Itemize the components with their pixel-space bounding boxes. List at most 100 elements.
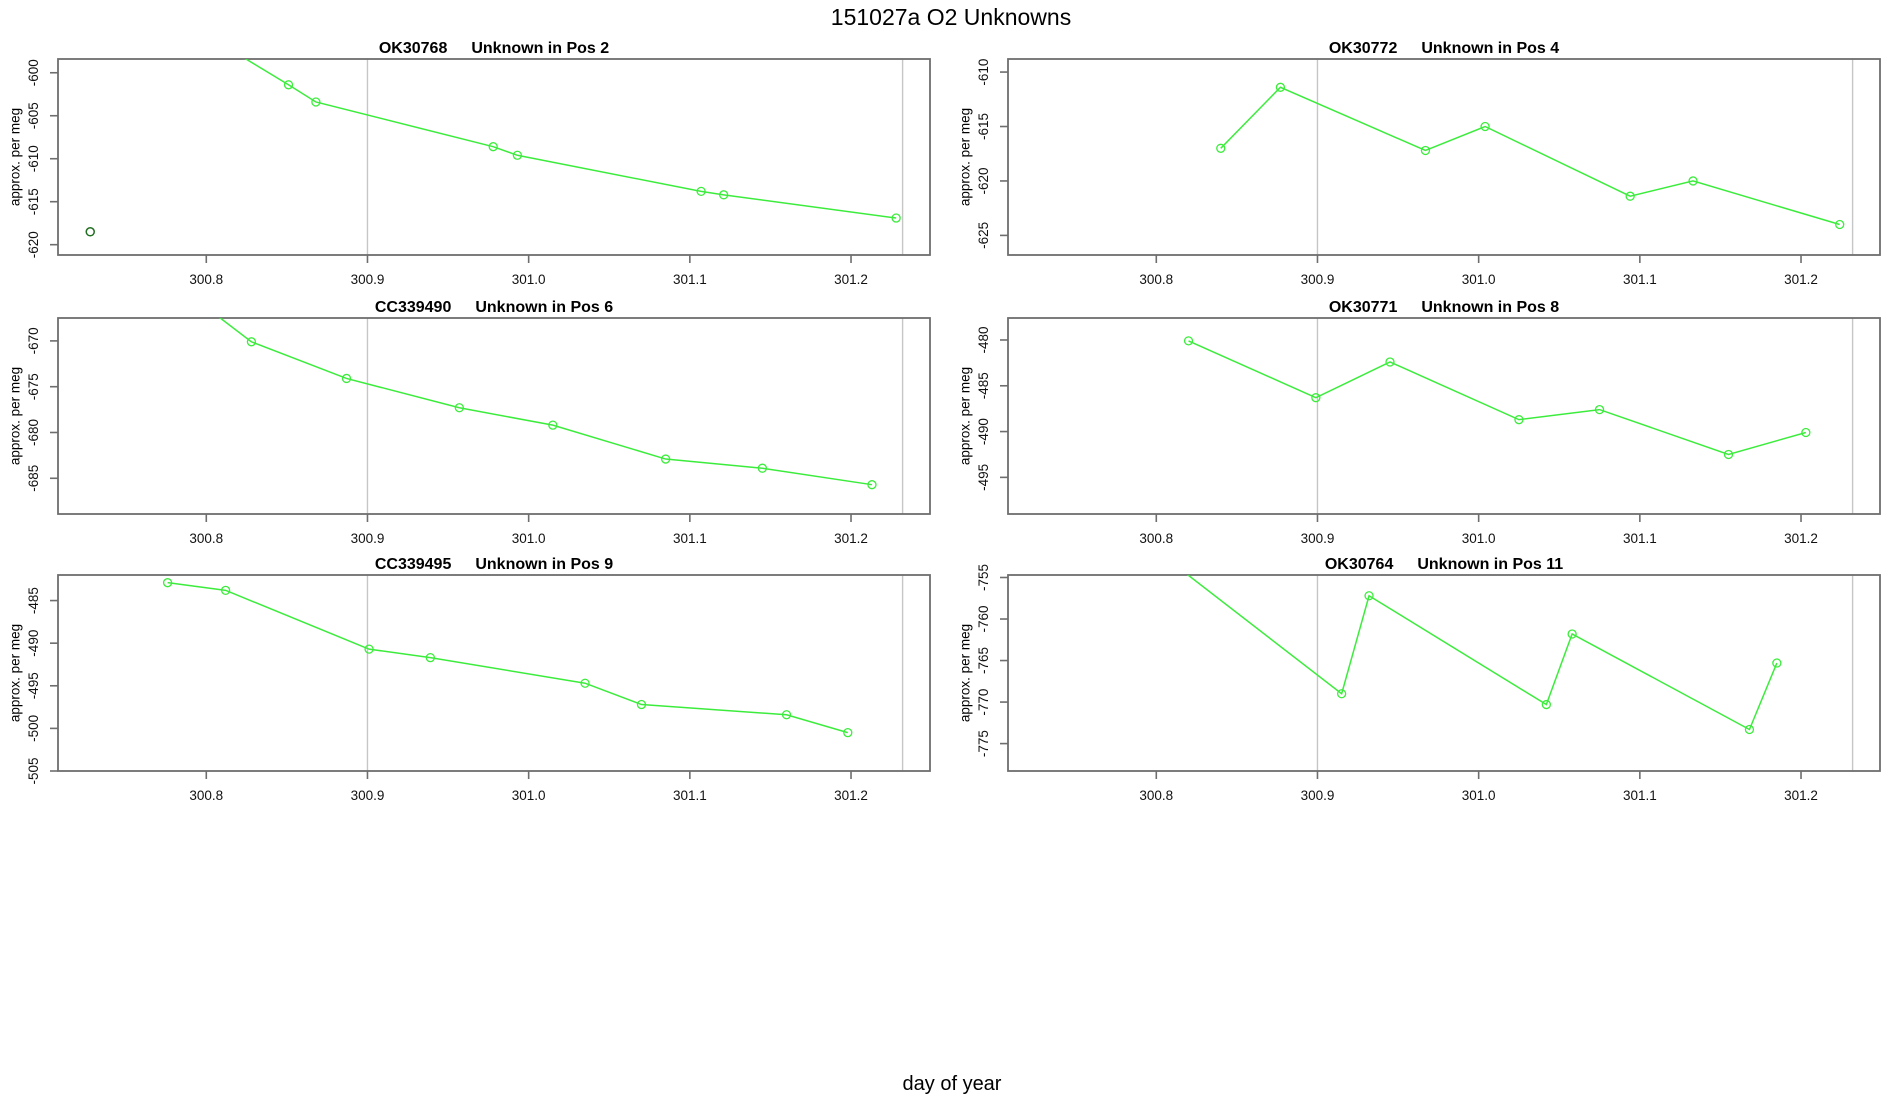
panel-subtitle: Unknown in Pos 9 (475, 556, 614, 573)
data-point (364, 644, 374, 654)
data-point (636, 699, 647, 710)
plot-area-pos2: 300.8 300.9 301.0 301.1 301.2 -620 -615 -610 -60… (26, 58, 931, 287)
data-point (311, 97, 321, 107)
y-tick-label: -490 (26, 630, 41, 657)
x-tick-label: 301.1 (673, 531, 707, 546)
x-axis-title: day of year (902, 1073, 1002, 1095)
x-tick-label: 300.9 (1301, 788, 1335, 803)
data-point (341, 373, 352, 384)
x-tick-label: 301.2 (834, 788, 868, 803)
y-tick-label: -610 (976, 59, 991, 86)
figure-title: 151027a O2 Unknowns (830, 4, 1072, 30)
data-point (488, 142, 498, 152)
data-point (220, 585, 231, 595)
data-point (1514, 415, 1524, 425)
x-tick-label: 300.9 (351, 788, 385, 803)
data-point (1835, 219, 1845, 230)
series-group (1183, 336, 1811, 460)
x-tick-label: 301.0 (1462, 531, 1496, 546)
panel-title: OK30771 Unknown in Pos 8 (1329, 299, 1559, 317)
x-tick-label: 301.2 (834, 531, 868, 546)
panel-title: CC339495 Unknown in Pos 9 (375, 556, 613, 574)
panel-title: OK30772 Unknown in Pos 4 (1329, 40, 1559, 58)
data-point (1723, 449, 1734, 460)
x-tick-label: 300.8 (1139, 531, 1173, 546)
y-tick-label: -605 (26, 102, 41, 129)
x-tick-label: 300.8 (1139, 272, 1173, 287)
y-axis-label: approx. per meg (7, 623, 23, 723)
plot-area-pos6: 300.8 300.9 301.0 301.1 301.2 -685 -680 -675 -67… (26, 291, 931, 546)
data-line (218, 318, 873, 486)
panel-subtitle: Unknown in Pos 2 (471, 40, 610, 57)
data-point (1688, 176, 1698, 186)
panel-title: OK30764 Unknown in Pos 11 (1325, 556, 1563, 574)
data-point (1216, 143, 1226, 153)
y-tick-label: -505 (26, 757, 41, 784)
x-tick-label: 301.1 (673, 272, 707, 287)
x-tick-label: 301.2 (1784, 788, 1818, 803)
sample-id: CC339490 (374, 299, 452, 316)
x-tick-label: 300.8 (1139, 788, 1173, 803)
data-point (186, 291, 194, 299)
plot-box (57, 574, 931, 772)
x-tick-label: 301.2 (834, 272, 868, 287)
data-line (167, 581, 849, 734)
x-tick-label: 300.9 (351, 272, 385, 287)
y-tick-label: -765 (976, 647, 991, 674)
data-point (512, 150, 523, 160)
panel-subtitle: Unknown in Pos 6 (475, 299, 614, 316)
y-tick-label: -600 (26, 59, 41, 86)
y-tick-label: -775 (976, 730, 991, 757)
data-point (1144, 544, 1152, 548)
series-group (1144, 544, 1782, 735)
data-point (1801, 427, 1811, 438)
sample-id: CC339495 (374, 556, 452, 573)
plot-box (1007, 574, 1881, 772)
data-point (580, 678, 590, 688)
panel-pos9: 300.8 300.9 301.0 301.1 301.2 -505 -500 -495 -49… (0, 544, 950, 806)
y-tick-label: -610 (26, 145, 41, 172)
y-tick-label: -625 (976, 222, 991, 249)
x-tick-label: 301.1 (1623, 531, 1657, 546)
data-point (162, 578, 173, 588)
plot-box (57, 317, 931, 515)
x-tick-label: 301.1 (1623, 788, 1657, 803)
series-group (186, 291, 877, 490)
y-axis-label: approx. per meg (957, 623, 973, 723)
x-tick-label: 300.9 (351, 531, 385, 546)
sample-id: OK30771 (1328, 299, 1398, 316)
data-point (425, 653, 435, 663)
x-tick-label: 300.8 (189, 272, 223, 287)
y-tick-label: -485 (26, 587, 41, 614)
data-point (548, 420, 558, 430)
series-group (85, 59, 901, 237)
panel-pos8: 300.8 300.9 301.0 301.1 301.2 -495 -490 -485 -48… (950, 287, 1900, 549)
x-tick-label: 301.2 (1784, 272, 1818, 287)
data-point (757, 463, 768, 473)
data-point (1541, 699, 1552, 710)
data-point (1480, 121, 1490, 132)
y-tick-label: -680 (26, 419, 41, 446)
data-point (1567, 629, 1577, 639)
x-tick-label: 300.9 (1301, 531, 1335, 546)
data-point (1594, 404, 1605, 415)
panel-subtitle: Unknown in Pos 8 (1421, 299, 1560, 316)
data-point (1420, 145, 1431, 156)
y-tick-label: -615 (976, 113, 991, 140)
data-point (661, 454, 671, 464)
x-tick-label: 301.1 (673, 788, 707, 803)
plot-area-pos8: 300.8 300.9 301.0 301.1 301.2 -495 -490 -485 -48… (976, 317, 1881, 546)
panel-title: OK30768 Unknown in Pos 2 (379, 40, 609, 58)
y-tick-label: -480 (976, 326, 991, 353)
x-tick-label: 300.8 (189, 531, 223, 546)
data-point (1183, 336, 1194, 346)
y-tick-label: -500 (26, 715, 41, 742)
data-point (1772, 658, 1782, 668)
y-tick-label: -620 (26, 231, 41, 258)
x-tick-label: 301.0 (512, 788, 546, 803)
sample-id: OK30768 (378, 40, 448, 57)
y-axis-label: approx. per meg (7, 107, 23, 207)
plot-area-pos4: 300.8 300.9 301.0 301.1 301.2 -625 -620 -615 -61… (976, 58, 1881, 287)
data-point (1744, 724, 1755, 735)
